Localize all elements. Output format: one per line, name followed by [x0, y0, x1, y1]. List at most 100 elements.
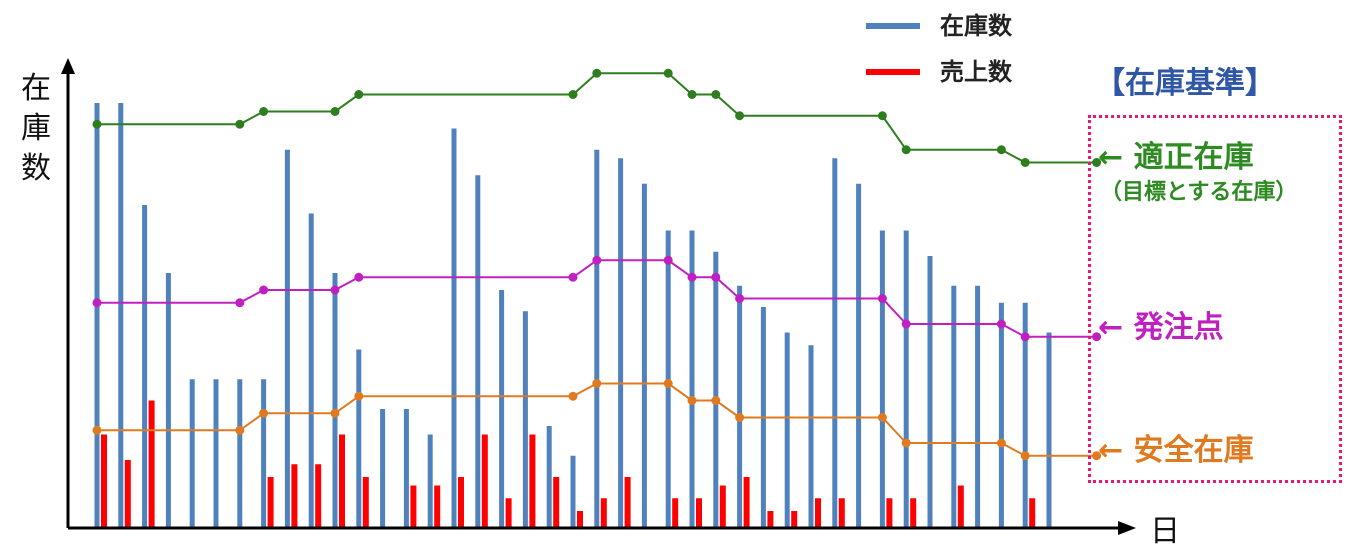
stock-bar — [213, 379, 219, 528]
sales-bar — [910, 498, 917, 528]
sales-bar — [743, 477, 750, 528]
safety-stock-point — [259, 408, 269, 418]
optimal-stock-point — [92, 119, 102, 129]
sales-bar — [719, 485, 726, 528]
sales-bar — [101, 434, 107, 528]
stock-bar — [998, 302, 1004, 528]
reorder-point-point — [235, 298, 245, 308]
reorder-point-point — [354, 272, 364, 282]
sales-bar — [481, 434, 488, 528]
safety-stock-point — [996, 438, 1006, 448]
safety-stock-point — [901, 438, 911, 448]
stock-bar — [427, 434, 433, 528]
annotation-optimal-stock: ← 適正在庫 — [1098, 140, 1254, 175]
safety-stock-point — [568, 391, 578, 401]
optimal-stock-point — [663, 68, 673, 78]
reorder-point-line — [97, 259, 1097, 338]
standard-annotation-box — [1088, 115, 1342, 483]
x-axis-label: 日 — [1150, 514, 1180, 549]
reorder-point-point — [1020, 332, 1030, 342]
stock-bar — [594, 149, 600, 528]
stock-bar — [165, 273, 171, 528]
reorder-point-point — [687, 272, 697, 282]
stock-bar — [856, 183, 862, 528]
stock-bar — [570, 455, 576, 528]
sales-bar — [696, 498, 702, 528]
reorder-point-point — [663, 255, 673, 265]
x-axis-arrow — [1118, 521, 1136, 535]
stock-bar — [903, 230, 909, 528]
optimal-stock-point — [711, 90, 721, 99]
sales-bar — [434, 485, 441, 528]
sales-bar — [410, 485, 417, 528]
stock-bar — [927, 256, 933, 528]
optimal-stock-point — [996, 145, 1006, 155]
sales-bar — [339, 434, 345, 528]
safety-stock-point — [877, 413, 887, 422]
sales-bar — [553, 477, 560, 528]
sales-bar — [315, 464, 322, 528]
stock-bar — [499, 290, 505, 528]
legend-label-stock: 在庫数 — [940, 12, 1013, 40]
stock-bar — [713, 251, 719, 528]
stock-bar — [356, 349, 362, 528]
stock-bar — [189, 379, 195, 528]
sales-bar — [458, 477, 464, 528]
sales-bar — [957, 485, 964, 528]
safety-stock-point — [354, 391, 364, 401]
optimal-stock-point — [1092, 158, 1102, 167]
y-axis-label: 在庫数 — [21, 71, 51, 186]
reorder-point-point — [735, 294, 745, 303]
safety-stock-point — [330, 408, 340, 418]
reorder-point-point — [901, 319, 911, 329]
safety-stock-point — [1020, 451, 1030, 461]
y-axis-arrow — [61, 58, 75, 74]
stock-bar — [94, 103, 100, 528]
stock-bar — [618, 158, 624, 528]
stock-bar — [475, 175, 481, 528]
reorder-point-point — [877, 294, 887, 303]
optimal-stock-line — [97, 72, 1097, 164]
stock-bar — [284, 149, 290, 528]
sales-bar — [600, 498, 607, 528]
stock-bar — [142, 205, 148, 528]
optimal-stock-point — [568, 90, 578, 99]
sales-bar — [672, 498, 679, 528]
sales-bar — [624, 477, 631, 528]
legend: 在庫数 売上数 — [866, 12, 1013, 86]
stock-bar — [737, 285, 743, 528]
reorder-point-point — [996, 319, 1006, 329]
optimal-stock-point — [735, 111, 745, 121]
stock-bar — [118, 103, 124, 528]
optimal-stock-point — [259, 107, 269, 116]
lines-layer — [92, 68, 1102, 461]
optimal-stock-point — [687, 90, 697, 99]
stock-bar — [522, 311, 528, 528]
sales-bar — [124, 460, 131, 528]
reorder-point-point — [92, 298, 102, 308]
stock-bar — [451, 128, 457, 528]
legend-label-sales: 売上数 — [940, 58, 1013, 86]
annotation-reorder-point: ← 発注点 — [1098, 310, 1224, 345]
stock-bar — [403, 409, 409, 528]
safety-stock-point — [711, 396, 721, 405]
reorder-point-point — [1092, 332, 1102, 342]
reorder-point-point — [259, 285, 269, 295]
annotation-optimal-stock-sub: （目標とする在庫） — [1100, 180, 1298, 205]
stock-bar — [689, 230, 695, 528]
sales-bar — [791, 511, 798, 528]
reorder-point-point — [568, 272, 578, 282]
safety-stock-point — [1092, 451, 1102, 461]
sales-bar — [362, 477, 369, 528]
optimal-stock-point — [354, 90, 364, 99]
stock-bar — [808, 345, 814, 528]
safety-stock-point — [663, 379, 673, 388]
stock-bar — [261, 379, 267, 528]
optimal-stock-point — [901, 145, 911, 155]
sales-bar — [886, 498, 893, 528]
stock-bar — [380, 409, 386, 528]
stock-bar — [832, 158, 838, 528]
stock-bar — [784, 332, 790, 528]
sales-bar — [529, 434, 536, 528]
